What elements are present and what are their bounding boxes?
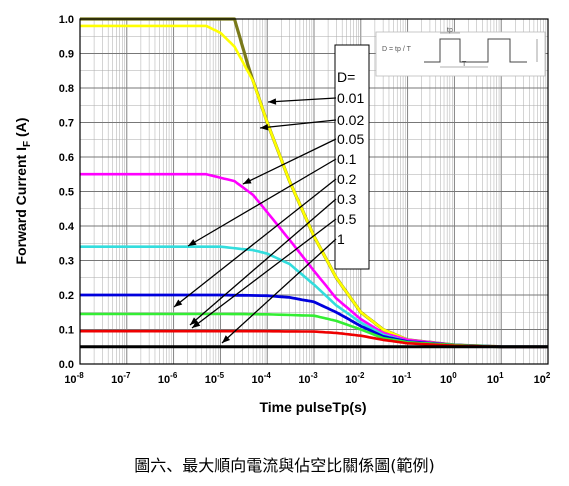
x-tick-label: 101 bbox=[487, 371, 504, 386]
legend-arrow-3 bbox=[187, 158, 337, 247]
y-tick-label: 1.0 bbox=[59, 14, 74, 26]
legend-arrowhead-2 bbox=[243, 177, 252, 184]
x-tick-label: 10-1 bbox=[392, 371, 412, 386]
x-tick-labels: 10-8 10-7 10-6 10-5 10-4 10-3 10-2 10-1 100 101 10… bbox=[64, 371, 551, 386]
grid bbox=[79, 19, 548, 364]
y-tick-label: 0.7 bbox=[59, 118, 74, 130]
y-tick-label: 0.9 bbox=[59, 49, 74, 61]
x-axis-label: Time pulseTp(s) bbox=[259, 399, 366, 415]
x-tick-label: 100 bbox=[440, 371, 457, 386]
legend-entry-4: 0.2 bbox=[337, 171, 357, 187]
x-tick-label: 102 bbox=[534, 371, 551, 386]
legend-entry-7: 1 bbox=[337, 231, 345, 247]
y-tick-label: 0.4 bbox=[59, 221, 75, 233]
legend-arrow-4 bbox=[173, 178, 337, 308]
legend-arrows bbox=[173, 97, 337, 344]
legend-entry-6: 0.5 bbox=[337, 211, 357, 227]
plot-frame bbox=[79, 18, 549, 365]
y-tick-label: 0.6 bbox=[59, 152, 74, 164]
legend-arrowhead-6 bbox=[192, 320, 201, 328]
legend-entry-3: 0.1 bbox=[337, 151, 357, 167]
legend-arrow-0 bbox=[267, 97, 337, 103]
legend-arrow-1 bbox=[259, 119, 337, 129]
y-tick-label: 0.8 bbox=[59, 83, 74, 95]
legend-entry-5: 0.3 bbox=[337, 191, 357, 207]
y-tick-label: 0.2 bbox=[59, 290, 74, 302]
legend-arrowhead-5 bbox=[190, 317, 199, 325]
legend-arrow-6 bbox=[191, 218, 337, 329]
legend-arrowhead-7 bbox=[222, 335, 231, 343]
y-axis-label-sub: F bbox=[22, 141, 33, 147]
y-tick-label: 0.0 bbox=[59, 359, 74, 371]
legend-arrowhead-1 bbox=[260, 123, 269, 131]
inset-formula: D = tp / T bbox=[382, 46, 412, 53]
inset-tp-label: tp bbox=[447, 27, 453, 34]
legend-arrow-2 bbox=[242, 138, 337, 185]
legend-entry-2: 0.05 bbox=[337, 131, 364, 147]
x-tick-label: 10-3 bbox=[298, 371, 318, 386]
x-tick-label: 10-8 bbox=[64, 371, 84, 386]
x-tick-label: 10-4 bbox=[252, 371, 272, 386]
x-tick-label: 10-5 bbox=[205, 371, 225, 386]
legend-arrow-7 bbox=[221, 238, 337, 344]
series-group bbox=[80, 17, 548, 349]
legend-box bbox=[334, 44, 370, 270]
duty-cycle-inset: D = tp / T tp T bbox=[375, 27, 546, 77]
legend-arrow-5 bbox=[189, 198, 337, 326]
inset-period-label: T bbox=[462, 61, 467, 68]
y-tick-label: 0.3 bbox=[59, 256, 74, 268]
legend-arrowhead-4 bbox=[174, 299, 183, 307]
y-axis-label-main: Forward Current I bbox=[13, 147, 29, 264]
x-tick-label: 10-6 bbox=[158, 371, 178, 386]
forward-current-chart: 10-8 10-7 10-6 10-5 10-4 10-3 10-2 10-1 100 101 10… bbox=[13, 14, 551, 415]
legend: D= 0.01 0.02 0.05 0.1 0.2 0.3 0.5 1 bbox=[173, 44, 370, 344]
legend-entry-1: 0.02 bbox=[337, 112, 364, 128]
legend-entry-0: 0.01 bbox=[337, 90, 364, 106]
inset-pulse-wave bbox=[424, 38, 527, 63]
x-tick-label: 10-7 bbox=[111, 371, 131, 386]
x-tick-label: 10-2 bbox=[345, 371, 365, 386]
y-tick-labels: 0.0 0.1 0.2 0.3 0.4 0.5 0.6 0.7 0.8 0.9 1.0 bbox=[59, 14, 75, 371]
y-axis-label: Forward Current IF (A) bbox=[13, 118, 33, 265]
legend-title: D= bbox=[337, 69, 355, 85]
y-axis-label-unit: (A) bbox=[13, 118, 29, 141]
legend-arrowhead-0 bbox=[268, 98, 277, 105]
y-tick-label: 0.1 bbox=[59, 325, 74, 337]
figure-caption: 圖六、最大順向電流與佔空比關係圖(範例) bbox=[134, 456, 435, 475]
y-tick-label: 0.5 bbox=[59, 187, 74, 199]
legend-arrowhead-3 bbox=[188, 239, 197, 246]
